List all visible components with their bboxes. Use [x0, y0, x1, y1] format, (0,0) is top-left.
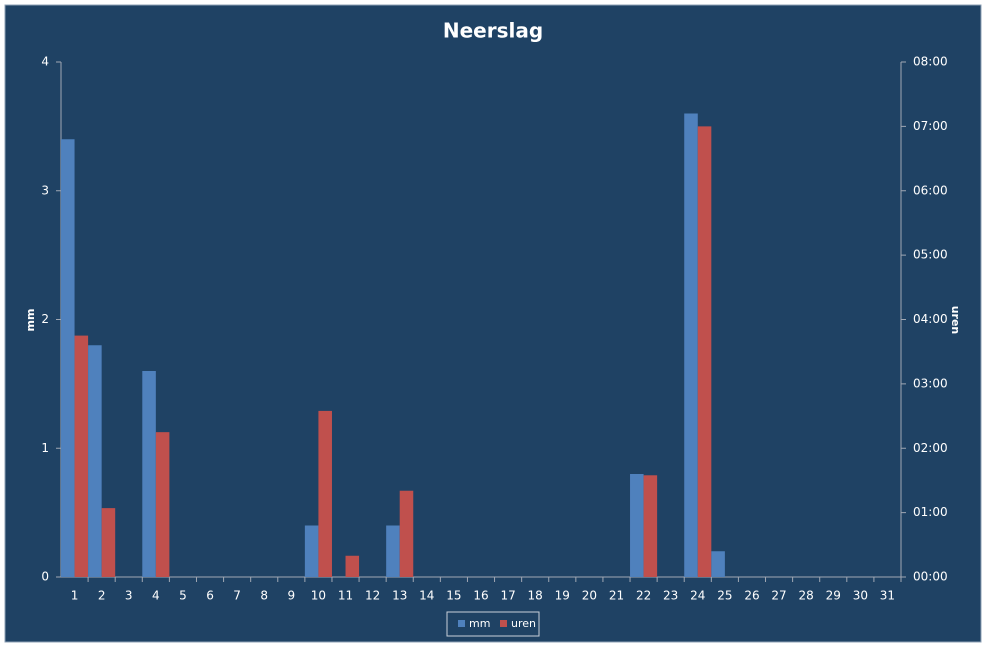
legend-swatch [458, 620, 465, 627]
x-tick-label: 28 [799, 589, 814, 603]
x-tick-label: 21 [609, 589, 624, 603]
bar [643, 475, 658, 577]
x-tick-label: 13 [392, 589, 407, 603]
x-tick-label: 14 [419, 589, 434, 603]
x-tick-label: 15 [446, 589, 461, 603]
chart-title: Neerslag [443, 19, 543, 43]
x-tick-label: 25 [717, 589, 732, 603]
bar [61, 139, 75, 577]
bar [386, 525, 400, 577]
x-tick-label: 6 [206, 589, 214, 603]
x-tick-label: 5 [179, 589, 187, 603]
x-tick-label: 29 [826, 589, 841, 603]
y2-axis-title: uren [949, 306, 962, 335]
x-tick-label: 9 [288, 589, 296, 603]
x-tick-label: 1 [71, 589, 79, 603]
x-tick-label: 11 [338, 589, 353, 603]
x-tick-label: 31 [880, 589, 895, 603]
legend-label: uren [511, 617, 536, 630]
bar [318, 410, 332, 577]
legend-label: mm [469, 617, 490, 630]
bar [304, 525, 319, 577]
y2-tick-label: 05:00 [913, 248, 948, 262]
x-tick-label: 17 [500, 589, 515, 603]
bar [345, 555, 360, 577]
bar [155, 432, 170, 577]
y2-tick-label: 00:00 [913, 570, 948, 584]
y-tick-label: 2 [41, 312, 49, 326]
y2-tick-label: 08:00 [913, 55, 948, 69]
bar [74, 335, 89, 577]
bar [684, 113, 698, 577]
x-tick-label: 18 [528, 589, 543, 603]
x-tick-label: 4 [152, 589, 160, 603]
y2-tick-label: 06:00 [913, 183, 948, 197]
bar [697, 126, 712, 577]
y2-tick-label: 01:00 [913, 505, 948, 519]
x-tick-label: 22 [636, 589, 651, 603]
bar [101, 508, 116, 577]
x-tick-label: 16 [473, 589, 488, 603]
x-tick-label: 8 [260, 589, 268, 603]
x-tick-label: 27 [771, 589, 786, 603]
y-axis-title: mm [24, 309, 37, 332]
y2-tick-label: 02:00 [913, 441, 948, 455]
x-tick-label: 20 [582, 589, 597, 603]
bar [711, 551, 725, 577]
y-tick-label: 3 [41, 183, 49, 197]
bar [630, 474, 644, 577]
y-tick-label: 1 [41, 441, 49, 455]
x-tick-label: 2 [98, 589, 106, 603]
x-tick-label: 12 [365, 589, 380, 603]
bar [399, 490, 414, 577]
x-tick-label: 19 [555, 589, 570, 603]
y-tick-label: 0 [41, 570, 49, 584]
x-tick-label: 23 [663, 589, 678, 603]
bar [142, 371, 156, 577]
x-tick-label: 3 [125, 589, 133, 603]
legend-swatch [500, 620, 507, 627]
y2-tick-label: 07:00 [913, 119, 948, 133]
y-tick-label: 4 [41, 55, 49, 69]
x-tick-label: 30 [853, 589, 868, 603]
y2-tick-label: 04:00 [913, 312, 948, 326]
x-tick-label: 7 [233, 589, 241, 603]
x-tick-label: 24 [690, 589, 705, 603]
y2-tick-label: 03:00 [913, 376, 948, 390]
x-tick-label: 10 [311, 589, 326, 603]
x-tick-label: 26 [744, 589, 759, 603]
bar [88, 345, 102, 577]
